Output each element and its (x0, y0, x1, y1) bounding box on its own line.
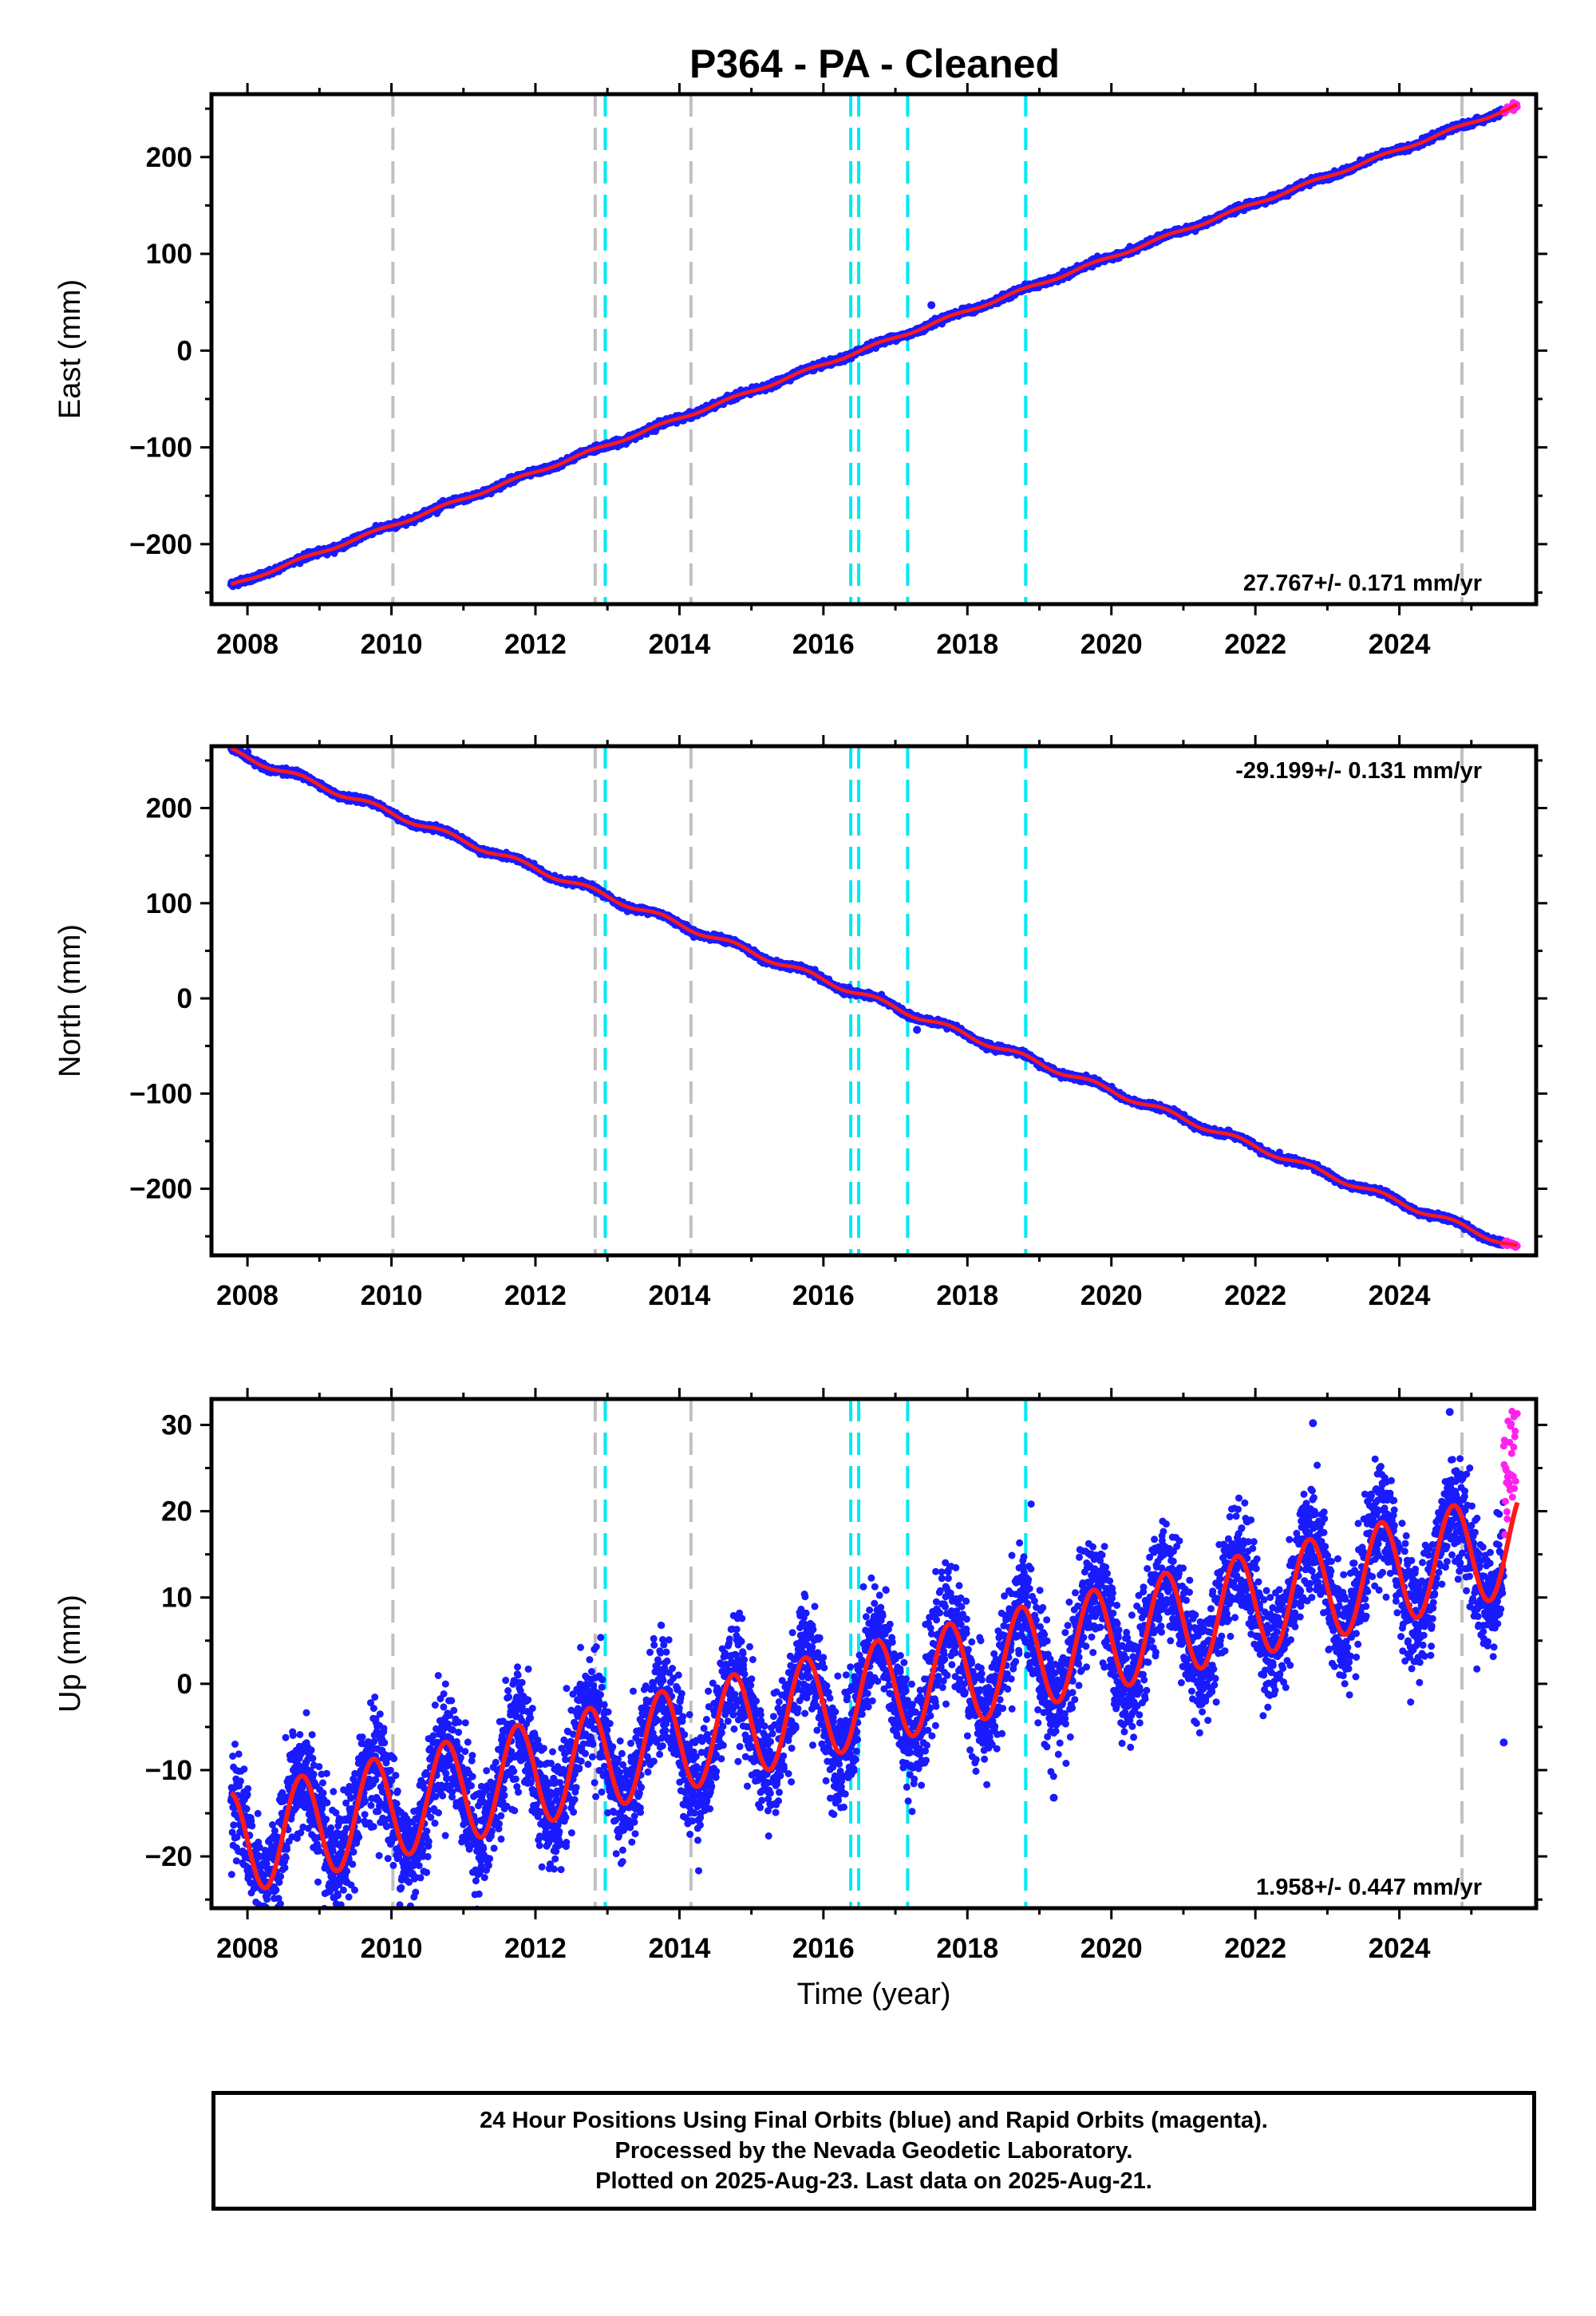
y-tick-label: 20 (161, 1496, 192, 1528)
x-tick-label: 2010 (361, 1280, 423, 1311)
outlier-point (1446, 1408, 1454, 1416)
y-tick-label: 100 (146, 239, 192, 270)
x-tick-label: 2014 (648, 629, 710, 660)
up-plot-area (227, 1370, 1521, 1949)
x-tick-label: 2022 (1224, 1280, 1286, 1311)
outlier-point (1309, 1419, 1317, 1427)
up-rapid-orbit-points (1500, 1370, 1521, 1539)
east-model-fit-line (231, 105, 1517, 584)
up-panel: 2008 2010 2012 2014 2016 2018 2020 2022 2024−20−… (53, 1370, 1547, 2011)
x-tick-label: 2024 (1369, 1280, 1431, 1311)
x-tick-label: 2020 (1080, 1933, 1143, 1964)
east-rate-label: 27.767+/- 0.171 mm/yr (1243, 571, 1482, 596)
y-tick-label: −100 (129, 1078, 192, 1109)
outlier-point (1499, 1738, 1507, 1746)
footer-line-1: 24 Hour Positions Using Final Orbits (bl… (480, 2105, 1268, 2136)
x-axis-label: Time (year) (797, 1978, 951, 2011)
up-rate-label: 1.958+/- 0.447 mm/yr (1256, 1875, 1482, 1900)
north-rate-label: -29.199+/- 0.131 mm/yr (1235, 758, 1482, 784)
x-tick-label: 2024 (1369, 629, 1431, 660)
x-tick-label: 2024 (1369, 1933, 1431, 1964)
x-tick-label: 2014 (648, 1933, 710, 1964)
up-y-axis-label: Up (mm) (53, 1595, 87, 1713)
y-tick-label: 10 (161, 1583, 192, 1614)
x-tick-label: 2016 (792, 629, 855, 660)
y-tick-label: −100 (129, 433, 192, 464)
north-panel: 2008 2010 2012 2014 2016 2018 2020 2022 2024 −200… (53, 735, 1547, 1311)
x-tick-label: 2008 (216, 1280, 279, 1311)
figure-title: P364 - PA - Cleaned (689, 41, 1060, 86)
x-tick-label: 2018 (936, 1280, 998, 1311)
y-tick-label: −200 (129, 529, 192, 560)
x-tick-label: 2012 (504, 1280, 567, 1311)
x-tick-label: 2016 (792, 1933, 855, 1964)
x-tick-label: 2012 (504, 629, 567, 660)
y-tick-label: 100 (146, 888, 192, 919)
north-plot-area (227, 743, 1521, 1255)
y-tick-label: −20 (145, 1841, 192, 1872)
x-tick-label: 2020 (1080, 629, 1143, 660)
footer-line-3: Plotted on 2025-Aug-23. Last data on 202… (595, 2166, 1152, 2196)
outlier-point (927, 301, 935, 309)
y-tick-label: 0 (177, 335, 192, 366)
outlier-point (913, 1026, 921, 1034)
x-tick-label: 2010 (361, 1933, 423, 1964)
east-y-axis-label: East (mm) (53, 279, 87, 419)
y-tick-label: −10 (145, 1755, 192, 1786)
x-tick-label: 2012 (504, 1933, 567, 1964)
north-y-axis-label: North (mm) (53, 924, 87, 1077)
y-tick-label: 200 (146, 142, 192, 173)
footer-line-2: Processed by the Nevada Geodetic Laborat… (615, 2136, 1133, 2166)
outlier-point (1050, 1794, 1058, 1802)
footer-box: 24 Hour Positions Using Final Orbits (bl… (211, 2091, 1536, 2211)
x-tick-label: 2020 (1080, 1280, 1143, 1311)
east-plot-area (227, 94, 1521, 604)
x-tick-label: 2014 (648, 1280, 710, 1311)
y-tick-label: 200 (146, 793, 192, 824)
y-tick-label: 0 (177, 983, 192, 1014)
x-tick-label: 2010 (361, 629, 423, 660)
x-tick-label: 2022 (1224, 629, 1286, 660)
x-tick-label: 2008 (216, 1933, 279, 1964)
east-panel: 2008 2010 2012 2014 2016 2018 2020 2022 2024 −200… (53, 83, 1547, 660)
x-tick-label: 2018 (936, 629, 998, 660)
x-tick-label: 2008 (216, 629, 279, 660)
x-tick-label: 2016 (792, 1280, 855, 1311)
y-tick-label: 0 (177, 1669, 192, 1700)
x-tick-label: 2018 (936, 1933, 998, 1964)
x-tick-label: 2022 (1224, 1933, 1286, 1964)
y-tick-label: −200 (129, 1174, 192, 1205)
y-tick-label: 30 (161, 1409, 192, 1441)
